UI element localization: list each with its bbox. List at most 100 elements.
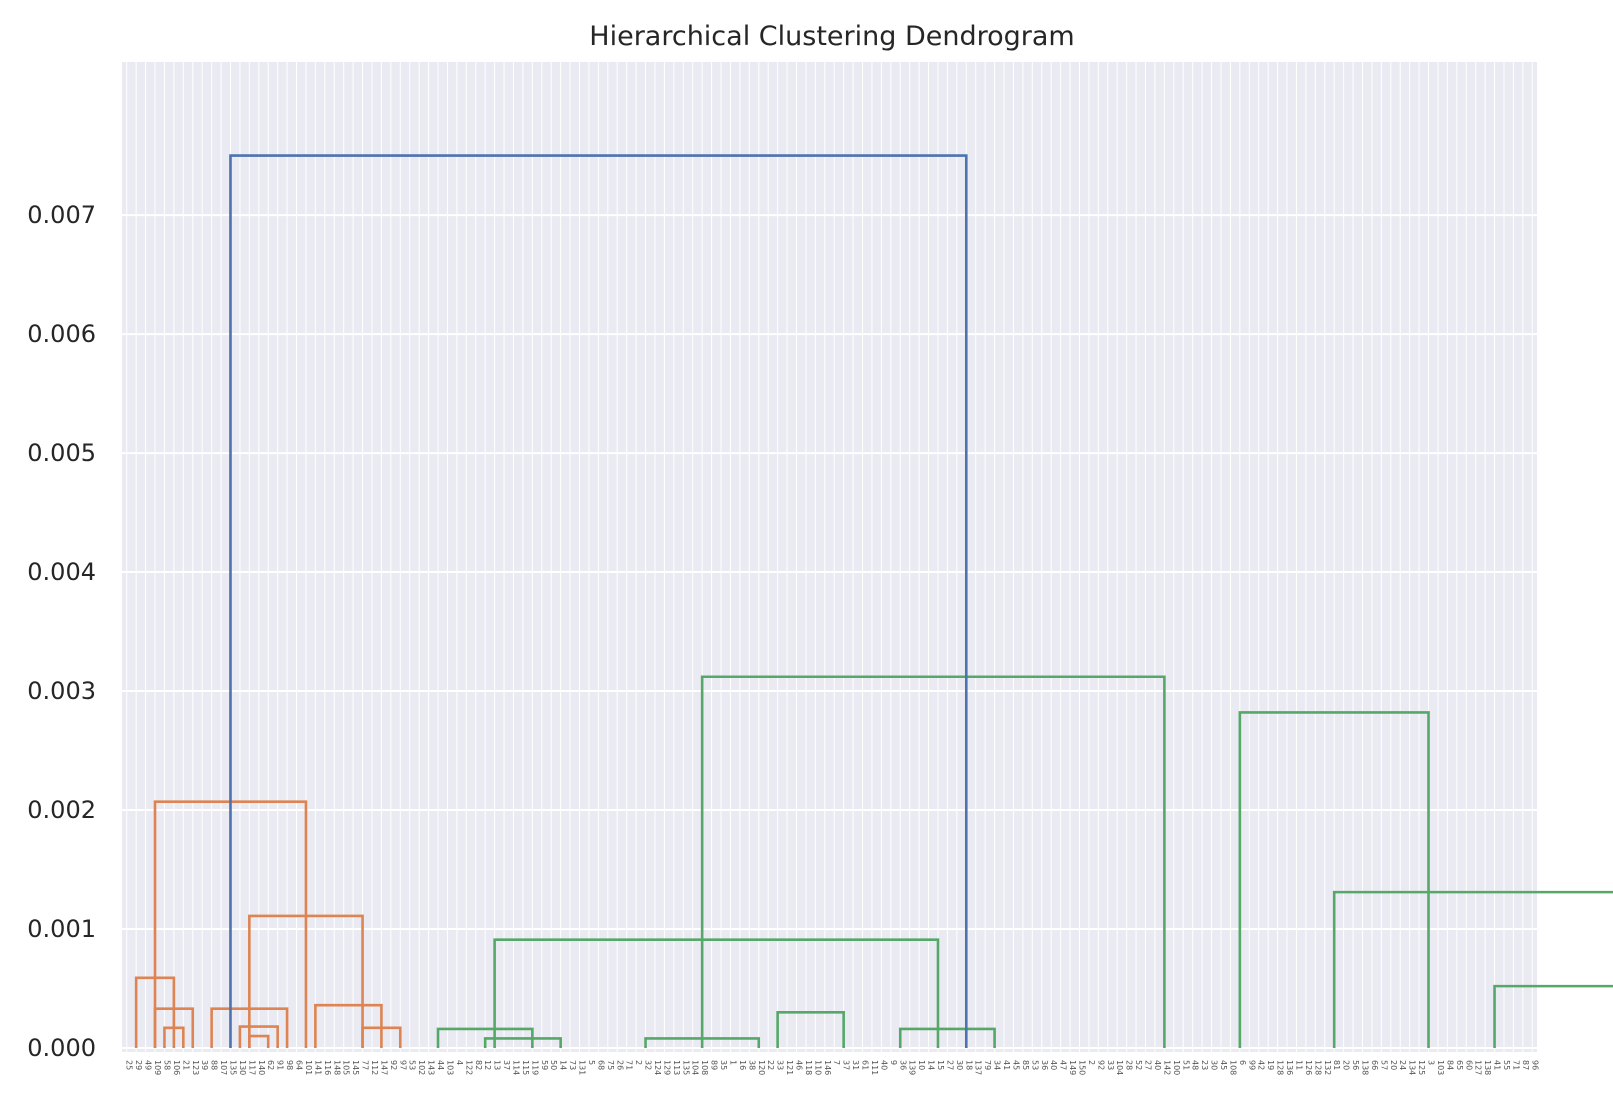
- x-leaf-label: 97: [398, 1060, 407, 1070]
- x-leaf-label: 37: [502, 1060, 511, 1070]
- y-tick-label: 0.004: [27, 558, 96, 586]
- x-leaf-label: 108: [700, 1060, 709, 1075]
- x-leaf-label: 84: [1445, 1060, 1454, 1070]
- x-leaf-label: 104: [1115, 1060, 1124, 1075]
- x-leaf-label: 42: [1257, 1060, 1266, 1070]
- x-leaf-label: 31: [851, 1060, 860, 1070]
- x-leaf-label: 20: [1342, 1060, 1351, 1070]
- x-leaf-label: 122: [464, 1060, 473, 1075]
- x-leaf-label: 33: [776, 1060, 785, 1070]
- x-leaf-label: 39: [200, 1060, 209, 1070]
- x-leaf-label: 115: [521, 1060, 530, 1075]
- x-leaf-label: 146: [823, 1060, 832, 1075]
- y-tick-label: 0.006: [27, 320, 96, 348]
- y-tick-label: 0.007: [27, 201, 96, 229]
- x-leaf-label: 5: [587, 1060, 596, 1065]
- x-leaf-label: 6: [1238, 1060, 1247, 1065]
- x-leaf-label: 12: [483, 1060, 492, 1070]
- x-leaf-label: 103: [445, 1060, 454, 1075]
- x-leaf-label: 79: [983, 1060, 992, 1070]
- y-tick-label: 0.005: [27, 439, 96, 467]
- x-leaf-label: 55: [1502, 1060, 1511, 1070]
- x-leaf-label: 121: [785, 1060, 794, 1075]
- x-leaf-label: 107: [219, 1060, 228, 1075]
- x-leaf-label: 141: [313, 1060, 322, 1075]
- x-leaf-label: 36: [1040, 1060, 1049, 1070]
- y-tick-label: 0.002: [27, 796, 96, 824]
- x-leaf-label: 57: [1379, 1060, 1388, 1070]
- x-leaf-label: 58: [162, 1060, 171, 1070]
- x-leaf-label: 21: [181, 1060, 190, 1070]
- x-leaf-label: 134: [1408, 1060, 1417, 1075]
- x-leaf-label: 35: [719, 1060, 728, 1070]
- x-leaf-label: 28: [1125, 1060, 1134, 1070]
- x-leaf-label: 75: [606, 1060, 615, 1070]
- x-leaf-label: 40: [1153, 1060, 1162, 1070]
- x-leaf-label: 18: [964, 1060, 973, 1070]
- x-leaf-label: 2: [634, 1060, 643, 1065]
- x-leaf-label: 150: [1077, 1060, 1086, 1075]
- x-leaf-label: 71: [625, 1060, 634, 1070]
- x-leaf-label: 140: [257, 1060, 266, 1075]
- x-leaf-label: 126: [1304, 1060, 1313, 1075]
- x-leaf-label: 26: [615, 1060, 624, 1070]
- x-leaf-label: 77: [361, 1060, 370, 1070]
- x-leaf-label: 82: [474, 1060, 483, 1070]
- x-leaf-label: 27: [945, 1060, 954, 1070]
- x-leaf-label: 96: [1530, 1060, 1539, 1070]
- x-leaf-label: 103: [1436, 1060, 1445, 1075]
- dendrogram-link-C2: [1332, 890, 1613, 1048]
- dendrogram-link-root: [229, 154, 968, 1048]
- y-tick-label: 0.000: [27, 1034, 96, 1062]
- x-leaf-label: 85: [1021, 1060, 1030, 1070]
- x-leaf-label: 131: [578, 1060, 587, 1075]
- x-leaf-label: 22: [766, 1060, 775, 1070]
- x-leaf-label: 119: [530, 1060, 539, 1075]
- x-leaf-label: 108: [1228, 1060, 1237, 1075]
- x-leaf-label: 125: [1417, 1060, 1426, 1075]
- x-leaf-label: 143: [427, 1060, 436, 1075]
- x-leaf-label: 30: [1210, 1060, 1219, 1070]
- x-leaf-label: 33: [1106, 1060, 1115, 1070]
- x-leaf-label: 46: [794, 1060, 803, 1070]
- dendrogram-link-C2: [700, 675, 1166, 1048]
- x-leaf-label: 106: [172, 1060, 181, 1075]
- x-leaf-label: 124: [653, 1060, 662, 1075]
- x-leaf-label: 48: [1191, 1060, 1200, 1070]
- x-leaf-label: 59: [540, 1060, 549, 1070]
- x-leaf-label: 3: [1427, 1060, 1436, 1065]
- x-leaf-label: 65: [1455, 1060, 1464, 1070]
- x-leaf-label: 51: [1181, 1060, 1190, 1070]
- x-leaf-label: 14: [559, 1060, 568, 1070]
- x-leaf-label: 37: [842, 1060, 851, 1070]
- x-leaf-label: 40: [879, 1060, 888, 1070]
- x-leaf-label: 111: [870, 1060, 879, 1075]
- x-leaf-label: 113: [672, 1060, 681, 1075]
- x-leaf-label: 88: [210, 1060, 219, 1070]
- x-leaf-label: 128: [1313, 1060, 1322, 1075]
- x-leaf-label: 91: [276, 1060, 285, 1070]
- x-leaf-label: 19: [1266, 1060, 1275, 1070]
- x-leaf-label: 14: [927, 1060, 936, 1070]
- x-leaf-label: 110: [813, 1060, 822, 1075]
- x-leaf-label: 139: [908, 1060, 917, 1075]
- y-tick-label: 0.003: [27, 677, 96, 705]
- x-leaf-label: 135: [681, 1060, 690, 1075]
- x-leaf-label: 13: [493, 1060, 502, 1070]
- x-leaf-label: 47: [1059, 1060, 1068, 1070]
- x-leaf-label: 147: [379, 1060, 388, 1075]
- x-leaf-label: 105: [342, 1060, 351, 1075]
- x-leaf-label: 104: [691, 1060, 700, 1075]
- horizontal-grid: [122, 214, 1537, 1049]
- x-leaf-label: 9: [889, 1060, 898, 1065]
- x-leaf-label: 99: [1247, 1060, 1256, 1070]
- x-leaf-label: 32: [644, 1060, 653, 1070]
- x-leaf-label: 92: [1096, 1060, 1105, 1070]
- chart-title: Hierarchical Clustering Dendrogram: [589, 21, 1074, 52]
- y-tick-label: 0.001: [27, 915, 96, 943]
- x-leaf-label: 29: [134, 1060, 143, 1070]
- x-leaf-label: 10: [917, 1060, 926, 1070]
- x-leaf-label: 1: [728, 1060, 737, 1065]
- dendrogram-link-C2: [1493, 984, 1613, 1048]
